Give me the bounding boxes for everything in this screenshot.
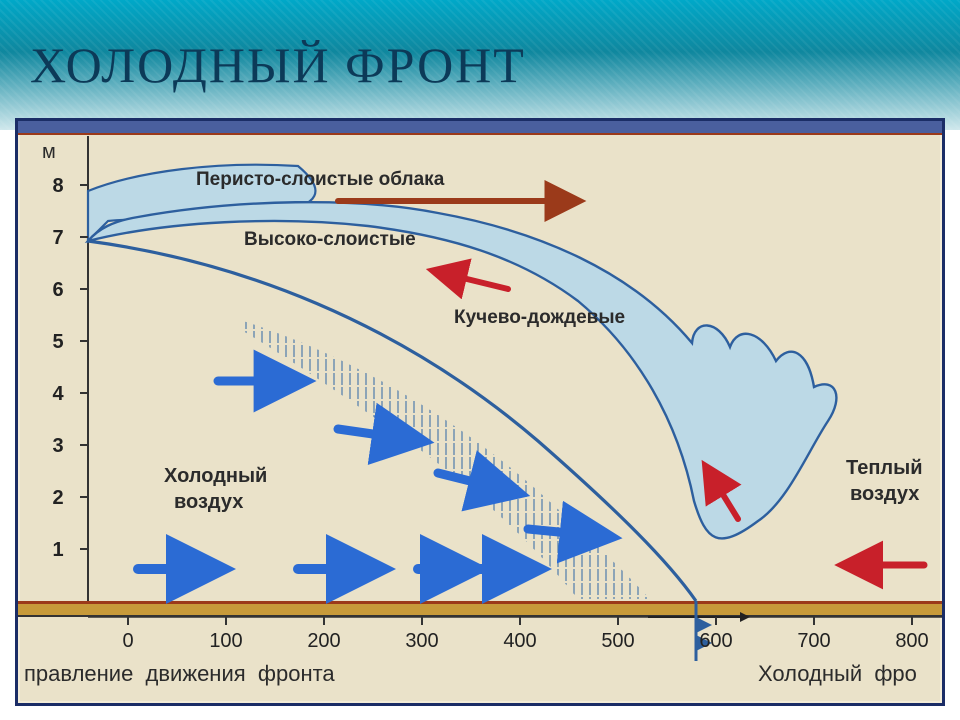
svg-text:1: 1 [52,539,63,561]
x-ticks: 0 100 200 300 400 500 600 700 800 [122,617,928,652]
svg-text:2: 2 [52,487,63,509]
svg-text:200: 200 [307,630,340,652]
y-ticks: 1 2 3 4 5 6 7 8 [52,175,88,561]
label-cirrostratus: Перисто-слоистые облака [196,169,444,191]
label-direction: правление движения фронта [24,661,335,687]
diagram-frame: 1 2 3 4 5 6 7 8 0 100 200 300 400 500 600 700 800 Перис… [15,118,945,706]
label-cold-air-1: Холодный [164,465,267,488]
diagram-svg: 1 2 3 4 5 6 7 8 0 100 200 300 400 500 600 700 800 [18,121,942,703]
label-y-unit: м [42,141,56,164]
label-front-name: Холодный фро [758,661,917,687]
svg-text:600: 600 [699,630,732,652]
svg-text:300: 300 [405,630,438,652]
slide-container: ХОЛОДНЫЙ ФРОНТ [0,0,960,720]
svg-text:0: 0 [122,630,133,652]
svg-text:4: 4 [52,383,64,405]
svg-text:7: 7 [52,227,63,249]
svg-text:500: 500 [601,630,634,652]
svg-text:5: 5 [52,331,63,353]
svg-text:800: 800 [895,630,928,652]
precipitation-zone [243,321,650,599]
svg-text:400: 400 [503,630,536,652]
top-band [18,121,942,133]
svg-text:3: 3 [52,435,63,457]
svg-text:700: 700 [797,630,830,652]
ground-top [18,601,942,604]
svg-text:8: 8 [52,175,63,197]
label-warm-air-2: воздух [850,483,919,506]
svg-text:6: 6 [52,279,63,301]
label-cumulonimbus: Кучево-дождевые [454,307,625,329]
svg-text:100: 100 [209,630,242,652]
top-line [18,133,942,135]
label-cold-air-2: воздух [174,491,243,514]
slide-title: ХОЛОДНЫЙ ФРОНТ [30,36,526,94]
label-altostratus: Высоко-слоистые [244,229,416,251]
label-warm-air-1: Теплый [846,457,923,480]
arrow-red-upper [434,271,508,289]
